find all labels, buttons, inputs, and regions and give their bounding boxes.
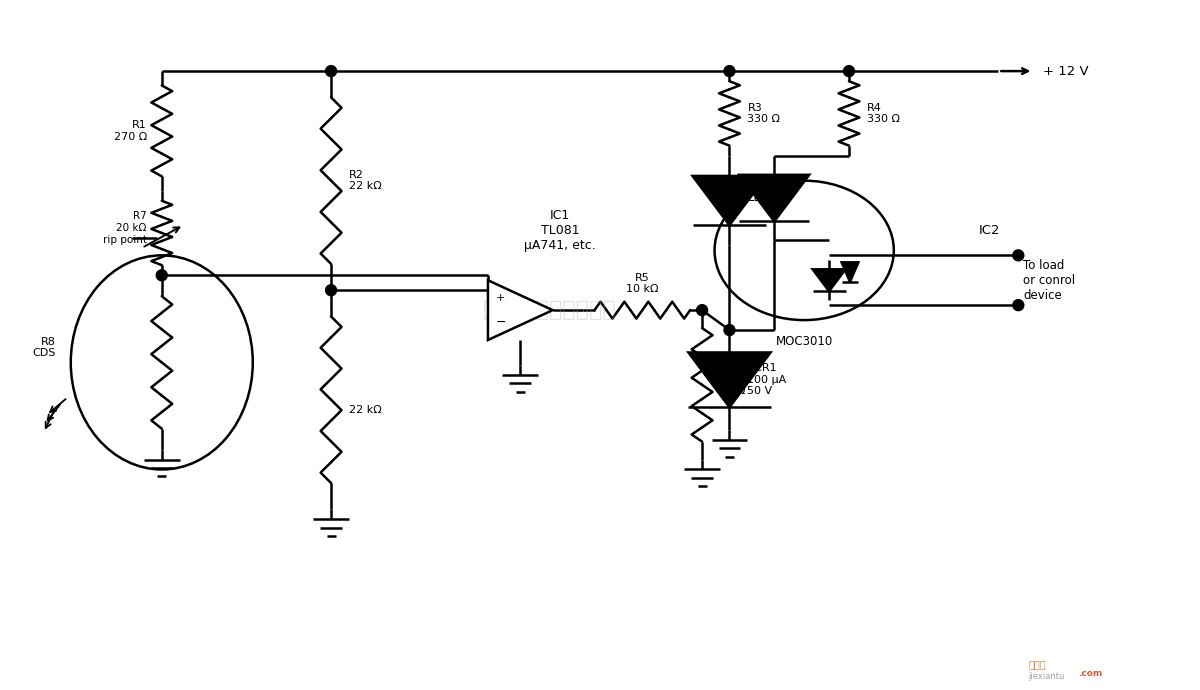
Text: LED: LED — [748, 191, 770, 204]
Circle shape — [844, 66, 854, 77]
Circle shape — [325, 285, 336, 296]
Circle shape — [724, 66, 734, 77]
Circle shape — [1013, 299, 1024, 310]
Text: +: + — [496, 293, 505, 303]
Text: IC2: IC2 — [978, 224, 1000, 237]
Text: SCR1
100 μA
50 V: SCR1 100 μA 50 V — [748, 363, 787, 397]
Text: 插线图: 插线图 — [1028, 659, 1046, 669]
Text: R4
330 Ω: R4 330 Ω — [866, 103, 900, 124]
Polygon shape — [841, 262, 858, 282]
Polygon shape — [812, 269, 846, 291]
Circle shape — [724, 324, 734, 335]
Text: + 12 V: + 12 V — [1043, 65, 1088, 77]
Text: R5
10 kΩ: R5 10 kΩ — [626, 273, 659, 294]
Text: R7
20 kΩ
rip point: R7 20 kΩ rip point — [103, 211, 146, 244]
Text: IC1
TL081
μA741, etc.: IC1 TL081 μA741, etc. — [524, 209, 596, 252]
Circle shape — [325, 66, 336, 77]
Text: R8
CDS: R8 CDS — [32, 337, 56, 358]
Polygon shape — [488, 280, 553, 340]
Circle shape — [156, 270, 167, 281]
Polygon shape — [739, 175, 809, 221]
Text: −: − — [496, 315, 506, 328]
Text: MOC3010: MOC3010 — [775, 335, 833, 348]
Text: R1
270 Ω: R1 270 Ω — [114, 120, 146, 141]
Polygon shape — [689, 353, 770, 407]
Circle shape — [697, 305, 708, 315]
Text: jiexiantu: jiexiantu — [1028, 672, 1064, 681]
Text: R6
1 kΩ: R6 1 kΩ — [720, 374, 745, 395]
Circle shape — [1013, 250, 1024, 261]
Text: R3
330 Ω: R3 330 Ω — [748, 103, 780, 124]
Text: 22 kΩ: 22 kΩ — [349, 405, 382, 415]
Polygon shape — [692, 176, 767, 225]
Text: R2
22 kΩ: R2 22 kΩ — [349, 170, 382, 191]
Text: 杭州将睬科技有限公司: 杭州将睬科技有限公司 — [484, 300, 617, 320]
Text: To load
or conrol
device: To load or conrol device — [1024, 259, 1075, 302]
Text: .com: .com — [1078, 669, 1103, 678]
